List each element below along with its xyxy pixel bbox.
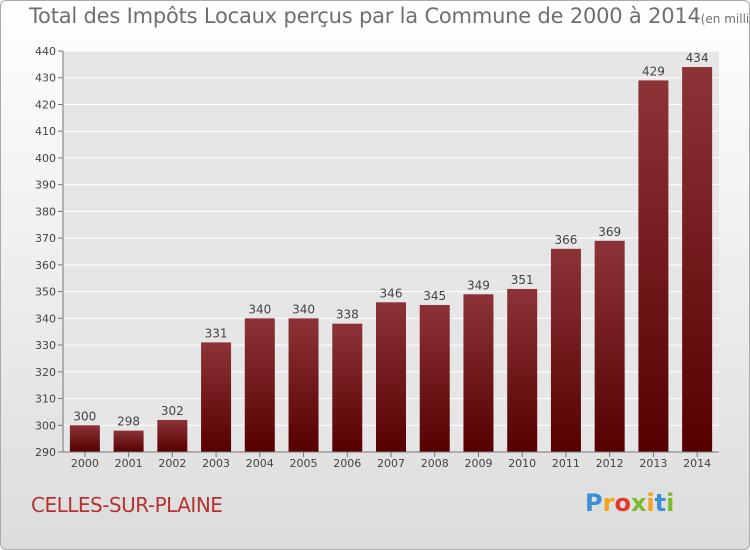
bar <box>507 288 538 452</box>
bar-value-label: 349 <box>467 278 490 292</box>
bar-value-label: 302 <box>161 404 184 418</box>
y-tick-label: 350 <box>35 286 56 299</box>
y-tick-label: 420 <box>35 98 56 111</box>
bar <box>638 80 669 452</box>
y-tick-label: 300 <box>35 419 56 432</box>
y-tick-label: 290 <box>35 446 56 459</box>
x-tick-label: 2003 <box>202 457 230 470</box>
chart-title: Total des Impôts Locaux perçus par la Co… <box>29 4 750 28</box>
logo-letter: i <box>666 489 675 517</box>
bar <box>594 240 625 452</box>
y-tick-label: 340 <box>35 312 56 325</box>
y-tick-label: 430 <box>35 72 56 85</box>
logo-letter: P <box>585 489 603 517</box>
bar-value-label: 340 <box>292 302 315 316</box>
x-tick-label: 2007 <box>377 457 405 470</box>
y-tick-label: 380 <box>35 205 56 218</box>
bar <box>463 294 494 452</box>
x-tick-label: 2001 <box>115 457 143 470</box>
proxiti-logo: Proxiti <box>585 489 674 517</box>
bar <box>376 302 406 452</box>
y-tick-label: 310 <box>35 393 56 406</box>
bar <box>332 323 363 452</box>
bar-value-label: 434 <box>686 51 709 65</box>
bar <box>201 342 232 452</box>
y-tick-label: 400 <box>35 152 56 165</box>
bars: 300 298 302 331 340 340 338 346 345 349 351 366 369 4… <box>69 51 713 452</box>
y-tick-label: 330 <box>35 339 56 352</box>
y-tick-label: 440 <box>35 45 56 58</box>
bar-value-label: 298 <box>117 415 140 429</box>
x-tick-label: 2005 <box>290 457 318 470</box>
x-tick-label: 2000 <box>71 457 99 470</box>
logo-letter: i <box>646 489 655 517</box>
bar-value-label: 366 <box>554 233 577 247</box>
bar <box>682 67 713 452</box>
x-tick-label: 2009 <box>464 457 492 470</box>
logo-letter: o <box>614 489 631 517</box>
bar-value-label: 300 <box>73 409 96 423</box>
x-tick-label: 2014 <box>683 457 711 470</box>
y-tick-label: 390 <box>35 179 56 192</box>
bar <box>419 304 450 452</box>
x-tick-label: 2008 <box>421 457 449 470</box>
bar <box>550 248 581 452</box>
logo-letter: t <box>654 489 667 517</box>
bar <box>244 318 275 452</box>
x-tick-label: 2006 <box>333 457 361 470</box>
bar <box>69 425 100 452</box>
bar-value-label: 351 <box>511 273 534 287</box>
x-tick-label: 2012 <box>596 457 624 470</box>
bar-value-label: 340 <box>248 302 271 316</box>
y-tick-label: 320 <box>35 366 56 379</box>
x-tick-label: 2011 <box>552 457 580 470</box>
y-tick-label: 360 <box>35 259 56 272</box>
y-tick-label: 370 <box>35 232 56 245</box>
bar <box>288 318 319 452</box>
bar-value-label: 345 <box>423 289 446 303</box>
x-tick-label: 2004 <box>246 457 274 470</box>
bar-value-label: 429 <box>642 64 665 78</box>
chart-title-text: Total des Impôts Locaux perçus par la Co… <box>29 4 701 28</box>
bar-value-label: 346 <box>380 286 403 300</box>
logo-letter: x <box>630 489 647 517</box>
x-tick-label: 2002 <box>158 457 186 470</box>
bar-value-label: 369 <box>598 225 621 239</box>
bar-value-label: 331 <box>205 326 228 340</box>
bar <box>113 430 144 452</box>
x-tick-label: 2010 <box>508 457 536 470</box>
commune-name: CELLES-SUR-PLAINE <box>31 493 223 517</box>
chart-unit: (en milliers d'€) <box>700 12 750 26</box>
axes: 290 300 310 320 330 340 350 360 370 380 390 400 410 4… <box>35 45 719 470</box>
bar <box>157 419 188 452</box>
logo-letter: r <box>602 489 615 517</box>
bar-value-label: 338 <box>336 308 359 322</box>
y-tick-label: 410 <box>35 125 56 138</box>
x-tick-label: 2013 <box>639 457 667 470</box>
